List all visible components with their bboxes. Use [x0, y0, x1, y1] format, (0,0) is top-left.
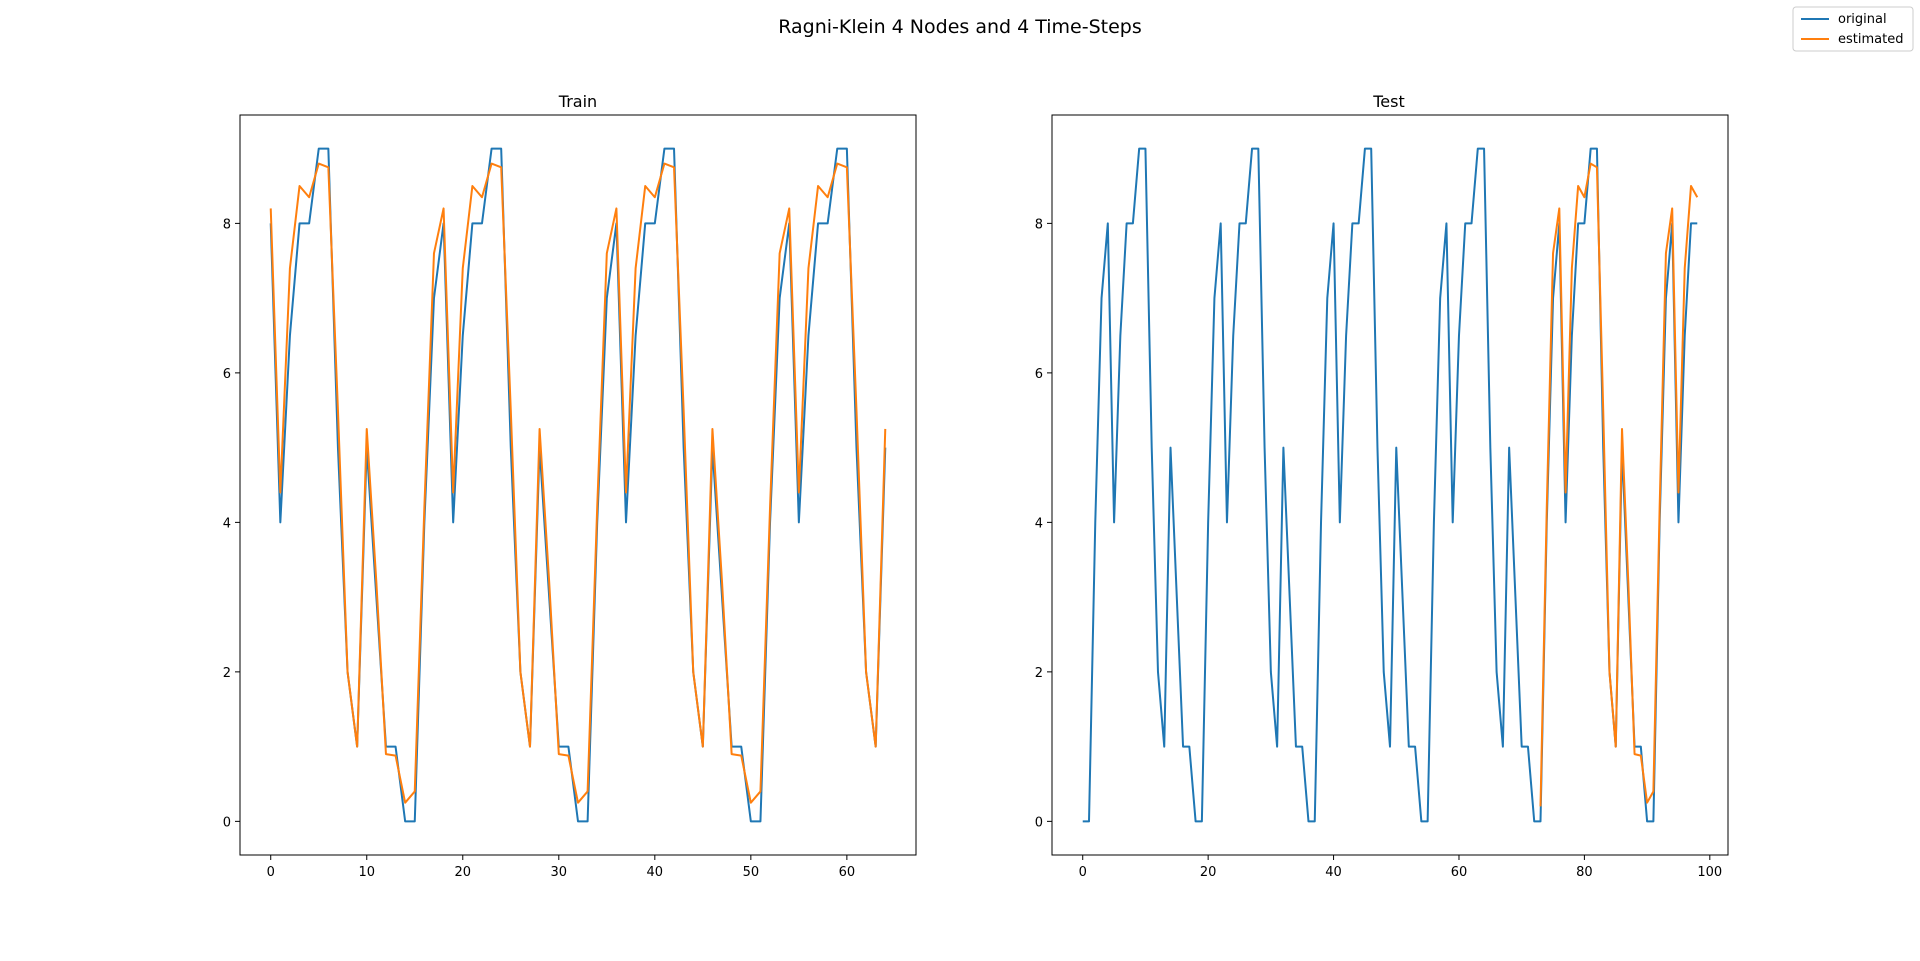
train-ytick-label: 0	[223, 815, 231, 830]
test-ytick-label: 6	[1035, 367, 1043, 382]
test-ytick-label: 8	[1035, 217, 1043, 232]
test-ytick-label: 2	[1035, 666, 1043, 681]
legend-original-label: original	[1838, 12, 1887, 27]
train-ytick-label: 6	[223, 367, 231, 382]
test-xtick-label: 100	[1697, 865, 1722, 880]
train-xtick-label: 30	[551, 865, 568, 880]
train-xtick-label: 50	[743, 865, 760, 880]
test-xtick-label: 0	[1079, 865, 1087, 880]
train-xtick-label: 0	[267, 865, 275, 880]
test-series-original-line	[1082, 147, 1698, 823]
train-series-estimated-line	[269, 162, 887, 804]
train-ticks: 0 10 20 30 40 50 60 0 2 4 6 8	[223, 217, 855, 880]
test-xtick-label: 80	[1576, 865, 1593, 880]
train-series	[269, 147, 887, 823]
test-series	[1082, 147, 1699, 823]
legend-estimated-label: estimated	[1838, 32, 1903, 47]
test-xtick-label: 60	[1451, 865, 1468, 880]
train-xtick-label: 20	[454, 865, 471, 880]
train-xtick-label: 40	[647, 865, 664, 880]
legend: original estimated	[1792, 6, 1914, 52]
train-plot-frame	[239, 114, 917, 856]
train-title: Train	[558, 92, 597, 111]
train-xtick-label: 10	[358, 865, 375, 880]
train-ytick-label: 2	[223, 666, 231, 681]
test-xtick-label: 20	[1200, 865, 1217, 880]
test-plot-frame	[1051, 114, 1729, 856]
test-ytick-label: 4	[1035, 516, 1043, 531]
test-xtick-label: 40	[1325, 865, 1342, 880]
test-series-estimated-line	[1539, 162, 1699, 807]
train-axes: Train 0 10 20 30 40 50 60 0 2 4 6 8	[223, 92, 917, 880]
figure-title: Ragni-Klein 4 Nodes and 4 Time-Steps	[778, 16, 1142, 38]
train-xtick-label: 60	[839, 865, 856, 880]
train-ytick-label: 8	[223, 217, 231, 232]
test-ticks: 0 20 40 60 80 100 0 2 4 6 8	[1035, 217, 1723, 880]
train-ytick-label: 4	[223, 516, 231, 531]
test-axes: Test 0 20 40 60 80 100 0 2 4 6 8	[1035, 92, 1729, 880]
test-title: Test	[1372, 92, 1405, 111]
train-series-original-line	[269, 147, 887, 823]
test-ytick-label: 0	[1035, 815, 1043, 830]
